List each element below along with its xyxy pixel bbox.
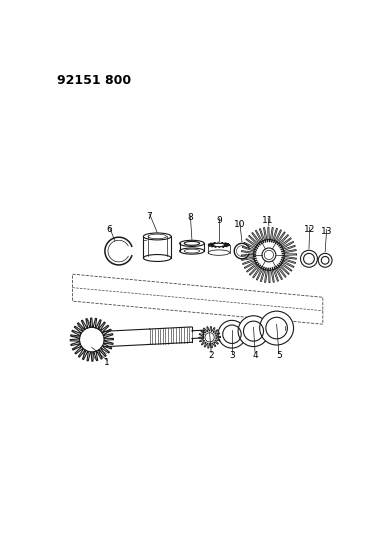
Circle shape <box>218 320 246 348</box>
Text: 12: 12 <box>304 225 315 234</box>
Ellipse shape <box>180 240 204 246</box>
Text: 1: 1 <box>104 358 110 367</box>
Ellipse shape <box>144 255 171 262</box>
Ellipse shape <box>144 233 171 240</box>
Text: 92151 800: 92151 800 <box>57 74 131 87</box>
Circle shape <box>318 253 332 267</box>
Circle shape <box>300 251 317 267</box>
Text: 8: 8 <box>187 213 193 222</box>
Circle shape <box>238 316 269 346</box>
Polygon shape <box>208 242 230 248</box>
Polygon shape <box>241 227 297 282</box>
Text: 7: 7 <box>147 212 152 221</box>
Polygon shape <box>199 327 220 348</box>
Circle shape <box>260 311 294 345</box>
Text: 9: 9 <box>216 216 222 225</box>
Text: 6: 6 <box>107 225 113 234</box>
Text: 11: 11 <box>262 216 274 225</box>
Ellipse shape <box>180 248 204 254</box>
Ellipse shape <box>208 250 230 255</box>
Text: 13: 13 <box>321 227 333 236</box>
Text: 5: 5 <box>276 351 282 360</box>
Text: 4: 4 <box>252 351 258 360</box>
Polygon shape <box>70 318 113 361</box>
Text: 10: 10 <box>234 220 245 229</box>
Text: 2: 2 <box>208 351 214 360</box>
Text: 3: 3 <box>229 351 235 360</box>
